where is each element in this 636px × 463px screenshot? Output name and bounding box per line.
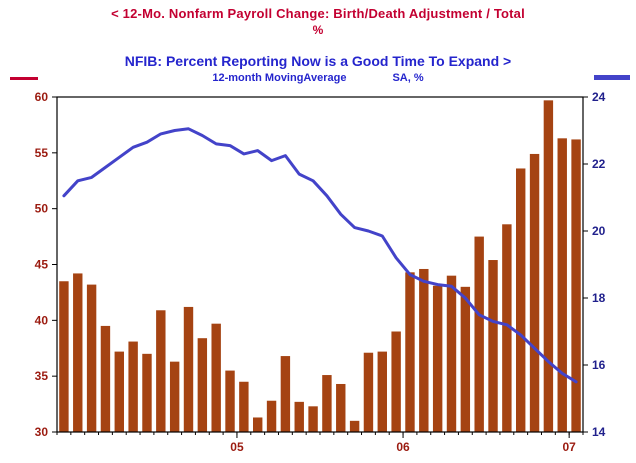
right-axis-tick-label: 18 [592,291,606,305]
payroll-bar [100,325,111,432]
right-axis-tick-label: 14 [592,425,606,439]
payroll-bar [516,168,526,432]
payroll-bar [529,153,540,432]
payroll-bar [239,381,249,432]
payroll-bar [571,139,581,432]
left-axis-tick-label: 45 [35,258,49,272]
payroll-bar [266,400,277,432]
payroll-bar [86,284,97,432]
payroll-bar [294,401,304,432]
payroll-bar [114,351,124,432]
payroll-bar [502,224,512,432]
nfib-series-key-line [594,75,630,80]
payroll-bar [460,286,471,432]
subtitle-sa-units: SA, % [392,72,424,84]
right-axis-tick-label: 20 [592,224,606,238]
payroll-bar [432,285,443,432]
left-series-title: < 12-Mo. Nonfarm Payroll Change: Birth/D… [111,6,525,21]
left-axis-tick-label: 55 [35,146,49,160]
nfib-line [62,127,578,384]
payroll-bar [73,273,83,432]
payroll-bar [349,420,360,432]
payroll-bar [419,268,429,432]
subtitle-moving-average: 12-month MovingAverage [212,72,347,84]
x-axis-year-label: 07 [562,440,576,454]
payroll-bar [363,352,374,432]
x-axis-year-label: 05 [230,440,244,454]
left-axis-tick-label: 35 [35,369,49,383]
payroll-bar [183,306,194,432]
left-series-units: % [312,23,324,37]
payroll-bar [543,100,554,432]
payroll-bar [253,417,263,432]
payroll-bar [405,272,415,432]
right-axis-tick-label: 24 [592,90,606,104]
left-axis-tick-label: 30 [35,425,49,439]
right-axis-tick-label: 22 [592,157,606,171]
right-series-subtitle: 12-month MovingAverage SA, % [0,72,636,84]
right-axis-tick-label: 16 [592,358,606,372]
payroll-bar [322,375,332,432]
payroll-bar [128,341,138,432]
payroll-bar [142,353,152,432]
payroll-bar [474,236,484,432]
left-axis-tick-label: 50 [35,202,49,216]
x-axis-year-label: 06 [396,440,410,454]
payroll-bar [557,138,567,432]
payroll-bar [225,370,235,432]
payroll-bar [308,406,318,432]
payroll-bar [280,356,291,432]
left-axis-tick-label: 40 [35,313,49,327]
payroll-bar [488,260,498,432]
payroll-bar [197,338,208,432]
payroll-bar [169,361,180,432]
payroll-bar [156,310,166,432]
payroll-bar [211,323,221,432]
payroll-bar [377,351,387,432]
payroll-bar [391,331,401,432]
payroll-bar [59,281,69,432]
left-axis-tick-label: 60 [35,90,49,104]
right-series-title: NFIB: Percent Reporting Now is a Good Ti… [124,53,512,69]
payroll-series-key-line [10,77,38,80]
payroll-bar [336,383,346,432]
payroll-bar [446,275,457,432]
